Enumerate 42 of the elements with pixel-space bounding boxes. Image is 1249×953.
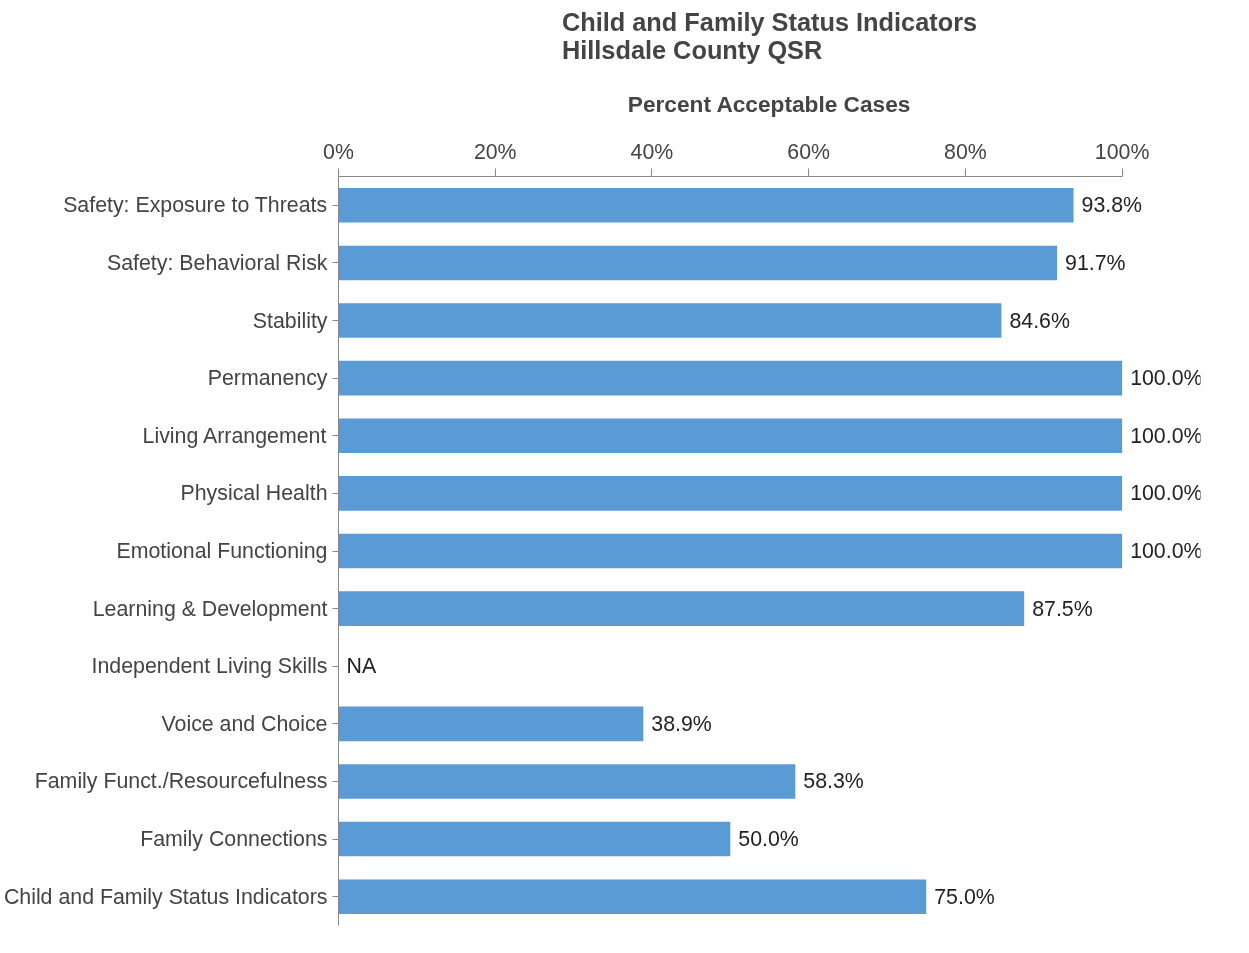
chart-subtitle: Percent Acceptable Cases (627, 90, 911, 117)
y-tick-label: Voice and Choice (161, 711, 328, 736)
data-label: 75.0% (934, 884, 995, 909)
y-tick-label: Child and Family Status Indicators (3, 884, 328, 909)
chart-title: Child and Family Status Indicators Hillsdale County QSR (561, 7, 978, 64)
data-label: 87.5% (1032, 596, 1093, 621)
data-label: 93.8% (1081, 193, 1143, 218)
y-tick-label: Learning & Development (92, 596, 328, 621)
bar (338, 245, 1058, 281)
bar (338, 360, 1123, 396)
bar (338, 821, 731, 857)
bar (338, 303, 1002, 338)
y-tick-label: Living Arrangement (142, 423, 327, 448)
bar (338, 879, 927, 914)
bar (338, 533, 1123, 569)
bar (338, 591, 1025, 626)
x-tick-label: 60% (787, 139, 831, 164)
text: NA (346, 654, 377, 679)
bar (338, 476, 1123, 511)
y-tick-label: Safety: Behavioral Risk (107, 250, 328, 275)
data-label: 50.0% (738, 827, 799, 852)
data-label: 91.7% (1065, 250, 1126, 275)
x-tick-label: 0% (323, 139, 354, 164)
bar (338, 706, 644, 742)
y-tick-label: Stability (252, 308, 328, 333)
bar (338, 188, 1074, 223)
y-tick-label: Family Connections (140, 827, 328, 852)
y-tick-label: Independent Living Skills (91, 654, 328, 679)
y-tick-label: Emotional Functioning (116, 539, 328, 563)
data-label: 84.6% (1009, 308, 1070, 333)
y-tick-label: Family Funct./Resourcefulness (34, 769, 328, 794)
bar (338, 418, 1123, 454)
data-label: 58.3% (803, 769, 864, 794)
bar (338, 764, 796, 799)
x-tick-label: 40% (630, 139, 674, 164)
y-tick-label: Safety: Exposure to Threats (63, 193, 328, 218)
y-tick-label: Physical Health (180, 481, 328, 506)
data-label: 38.9% (651, 711, 712, 736)
x-tick-label: 100% (1094, 139, 1150, 164)
y-tick-label: Permanency (207, 366, 328, 391)
x-tick-label: 80% (944, 139, 987, 164)
x-tick-label: 20% (473, 139, 517, 164)
